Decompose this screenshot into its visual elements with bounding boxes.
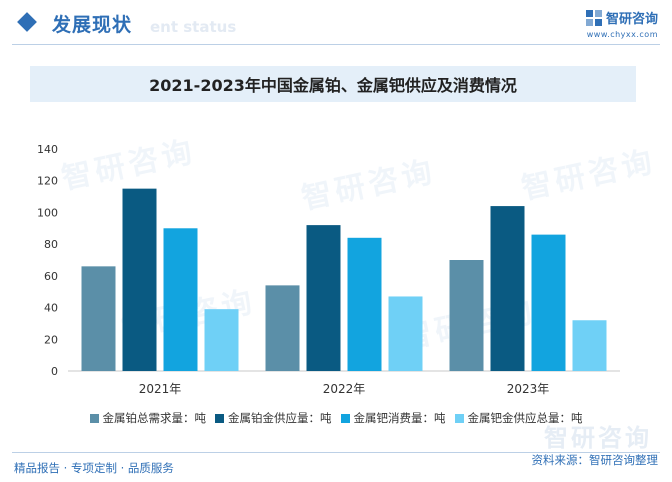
legend-item: 金属钯金供应总量：吨 (454, 410, 583, 426)
bar (306, 225, 341, 371)
y-tick-label: 0 (51, 365, 58, 378)
bar (204, 309, 239, 371)
y-tick-label: 20 (44, 333, 58, 346)
x-tick-label: 2022年 (323, 382, 366, 396)
footer-divider (12, 452, 660, 453)
y-tick-label: 100 (37, 206, 58, 219)
bar (490, 206, 525, 371)
legend-item: 金属钯消费量：吨 (340, 410, 446, 426)
legend-label: 金属铂金供应量：吨 (228, 411, 332, 425)
legend-item: 金属铂总需求量：吨 (89, 410, 207, 426)
chart-legend: 金属铂总需求量：吨 金属铂金供应量：吨 金属钯消费量：吨 金属钯金供应总量：吨 (0, 410, 672, 426)
footer-source: 资料来源：智研咨询整理 (531, 453, 659, 467)
bar (81, 266, 116, 371)
bar (122, 188, 157, 371)
bar-chart: 0 20 40 60 80 100 120 140 2021年 2022年 2023年 (37, 143, 620, 396)
legend-swatch (89, 413, 99, 423)
x-tick-label: 2021年 (139, 382, 182, 396)
legend-label: 金属铂总需求量：吨 (102, 411, 207, 425)
bar (163, 228, 198, 371)
chart-title: 2021-2023年中国金属铂、金属钯供应及消费情况 (149, 76, 517, 95)
y-tick-label: 40 (44, 302, 58, 315)
y-tick-label: 80 (44, 238, 58, 251)
legend-swatch (215, 413, 224, 423)
header: ent status 发展现状 智研咨询 www.chyxx.com (0, 0, 672, 50)
section-subtitle: ent status (150, 18, 237, 36)
watermark-large: 智研咨询 (544, 424, 652, 452)
legend-swatch (340, 413, 350, 423)
legend-label: 金属钯消费量：吨 (353, 411, 446, 425)
legend-label: 金属钯金供应总量：吨 (467, 411, 583, 425)
logo-name: 智研咨询 (605, 12, 658, 27)
bar (388, 296, 423, 371)
brand-logo: 智研咨询 www.chyxx.com (585, 8, 658, 39)
logo-icon (585, 9, 602, 26)
y-tick-label: 140 (37, 143, 58, 156)
y-tick-label: 60 (44, 270, 58, 283)
bar (265, 285, 300, 371)
x-tick-label: 2023年 (507, 382, 550, 396)
bar (572, 320, 607, 371)
header-divider (12, 44, 660, 45)
chart-title-band: 2021-2023年中国金属铂、金属钯供应及消费情况 (30, 66, 636, 102)
bar (347, 237, 382, 371)
section-title: 发展现状 (52, 14, 133, 36)
bar (449, 260, 484, 371)
bar (531, 234, 566, 371)
y-tick-label: 120 (37, 175, 58, 188)
legend-item: 金属铂金供应量：吨 (215, 410, 332, 426)
footer: 精品报告 · 专项定制 · 品质服务 资料来源：智研咨询整理 (0, 452, 672, 482)
logo-url: www.chyxx.com (586, 30, 658, 39)
legend-swatch (454, 413, 464, 423)
footer-slogan: 精品报告 · 专项定制 · 品质服务 (14, 461, 174, 475)
